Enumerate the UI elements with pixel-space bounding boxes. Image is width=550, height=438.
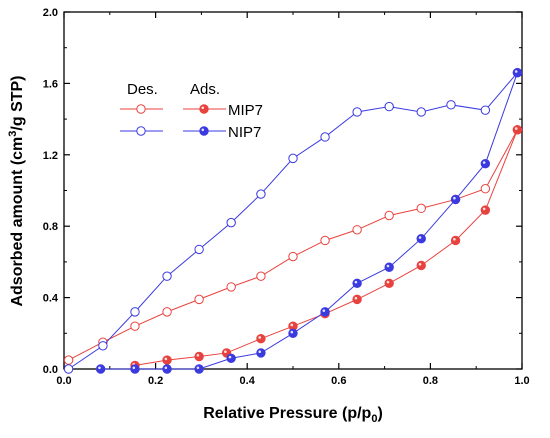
data-point-nip7-ads — [480, 159, 491, 169]
data-point-nip7-ads — [450, 194, 461, 205]
series-mip7-ads — [130, 125, 523, 371]
data-point-mip7-des — [352, 225, 362, 235]
series-layer — [63, 67, 523, 374]
data-point-mip7-des — [256, 271, 266, 281]
data-point-nip7-ads — [384, 262, 394, 272]
legend-header-des: Des. — [127, 81, 158, 98]
data-point-nip7-des — [130, 307, 140, 317]
x-tick-label: 0.4 — [240, 375, 256, 387]
data-point-nip7-ads — [226, 353, 236, 363]
data-point-nip7-ads — [256, 348, 266, 358]
x-tick-label: 0.0 — [56, 375, 71, 387]
y-tick-label: 0.4 — [43, 293, 59, 305]
x-tick-label: 0.6 — [331, 375, 346, 387]
legend-label: NIP7 — [228, 124, 261, 141]
data-point-mip7-ads — [384, 278, 394, 289]
data-point-nip7-ads — [194, 364, 204, 374]
series-line-nip7-ads — [100, 72, 518, 370]
data-point-nip7-des — [480, 105, 491, 115]
data-point-mip7-des — [320, 235, 330, 246]
data-point-mip7-des — [130, 321, 140, 331]
x-axis-title-subscript: 0 — [371, 413, 377, 425]
legend-ads-marker — [199, 126, 209, 136]
legend-header-ads: Ads. — [190, 81, 220, 98]
data-point-mip7-des — [162, 307, 172, 317]
data-point-mip7-des — [288, 251, 298, 262]
data-point-mip7-des — [480, 184, 491, 194]
y-axis-title-superscript: 3 — [7, 131, 19, 137]
data-point-nip7-ads — [162, 364, 172, 374]
data-point-mip7-des — [226, 282, 236, 292]
data-point-nip7-ads — [288, 328, 298, 338]
x-axis-title: Relative Pressure (p/p0) — [203, 405, 383, 425]
data-point-mip7-ads — [256, 333, 266, 344]
data-point-nip7-ads — [416, 233, 426, 244]
data-point-mip7-des — [384, 210, 394, 221]
data-point-nip7-des — [256, 189, 266, 199]
data-point-mip7-ads — [512, 125, 523, 135]
data-point-mip7-ads — [194, 351, 204, 362]
legend: Des. Ads. MIP7 NIP7 — [120, 81, 263, 141]
data-point-mip7-des — [63, 355, 74, 365]
data-point-nip7-ads — [352, 278, 362, 289]
data-point-mip7-ads — [416, 260, 426, 271]
data-point-nip7-des — [162, 271, 172, 281]
data-point-mip7-des — [194, 294, 204, 305]
legend-label: MIP7 — [228, 102, 263, 119]
y-tick-label: 1.2 — [43, 150, 58, 162]
x-tick-label: 1.0 — [514, 375, 529, 387]
legend-des-marker — [136, 126, 146, 136]
y-tick-label: 0.8 — [43, 221, 58, 233]
data-point-nip7-des — [384, 101, 394, 112]
data-point-nip7-des — [352, 107, 362, 117]
series-nip7-des — [63, 67, 523, 374]
plot-frame — [63, 11, 523, 370]
legend-rows: MIP7 NIP7 — [120, 102, 263, 141]
data-point-nip7-des — [98, 341, 108, 351]
y-tick-label: 1.6 — [43, 78, 58, 90]
data-point-nip7-ads — [512, 67, 523, 78]
data-point-mip7-ads — [450, 235, 461, 246]
data-point-nip7-des — [416, 107, 426, 117]
data-point-nip7-des — [226, 217, 236, 228]
series-nip7-ads — [95, 67, 523, 374]
x-tick-label: 0.8 — [423, 375, 438, 387]
series-line-mip7-ads — [134, 129, 518, 366]
legend-row-nip7: NIP7 — [120, 124, 261, 141]
data-point-mip7-ads — [162, 355, 172, 365]
y-axis-title: Adsorbed amount (cm3/g STP) — [7, 75, 26, 306]
y-tick-label: 0.0 — [43, 364, 58, 376]
y-tick-label: 2.0 — [43, 7, 58, 19]
data-point-nip7-ads — [130, 364, 140, 374]
data-point-nip7-des — [320, 132, 330, 142]
data-point-nip7-des — [288, 153, 298, 164]
axis-ticks: 0.0 0.2 0.4 0.6 0.8 1.0 0.0 0.4 0.8 1.2 1.6 2.0 — [43, 7, 530, 387]
data-point-nip7-des — [446, 100, 456, 110]
data-point-nip7-ads — [320, 307, 330, 317]
x-tick-label: 0.2 — [148, 375, 163, 387]
data-point-mip7-des — [416, 203, 426, 214]
data-point-nip7-des — [194, 244, 204, 255]
legend-ads-marker — [199, 104, 209, 114]
legend-des-marker — [136, 104, 146, 114]
data-point-mip7-ads — [480, 205, 491, 215]
data-point-nip7-ads — [95, 364, 106, 374]
legend-row-mip7: MIP7 — [120, 102, 263, 119]
data-point-nip7-des — [63, 364, 74, 374]
data-point-mip7-ads — [352, 294, 362, 305]
